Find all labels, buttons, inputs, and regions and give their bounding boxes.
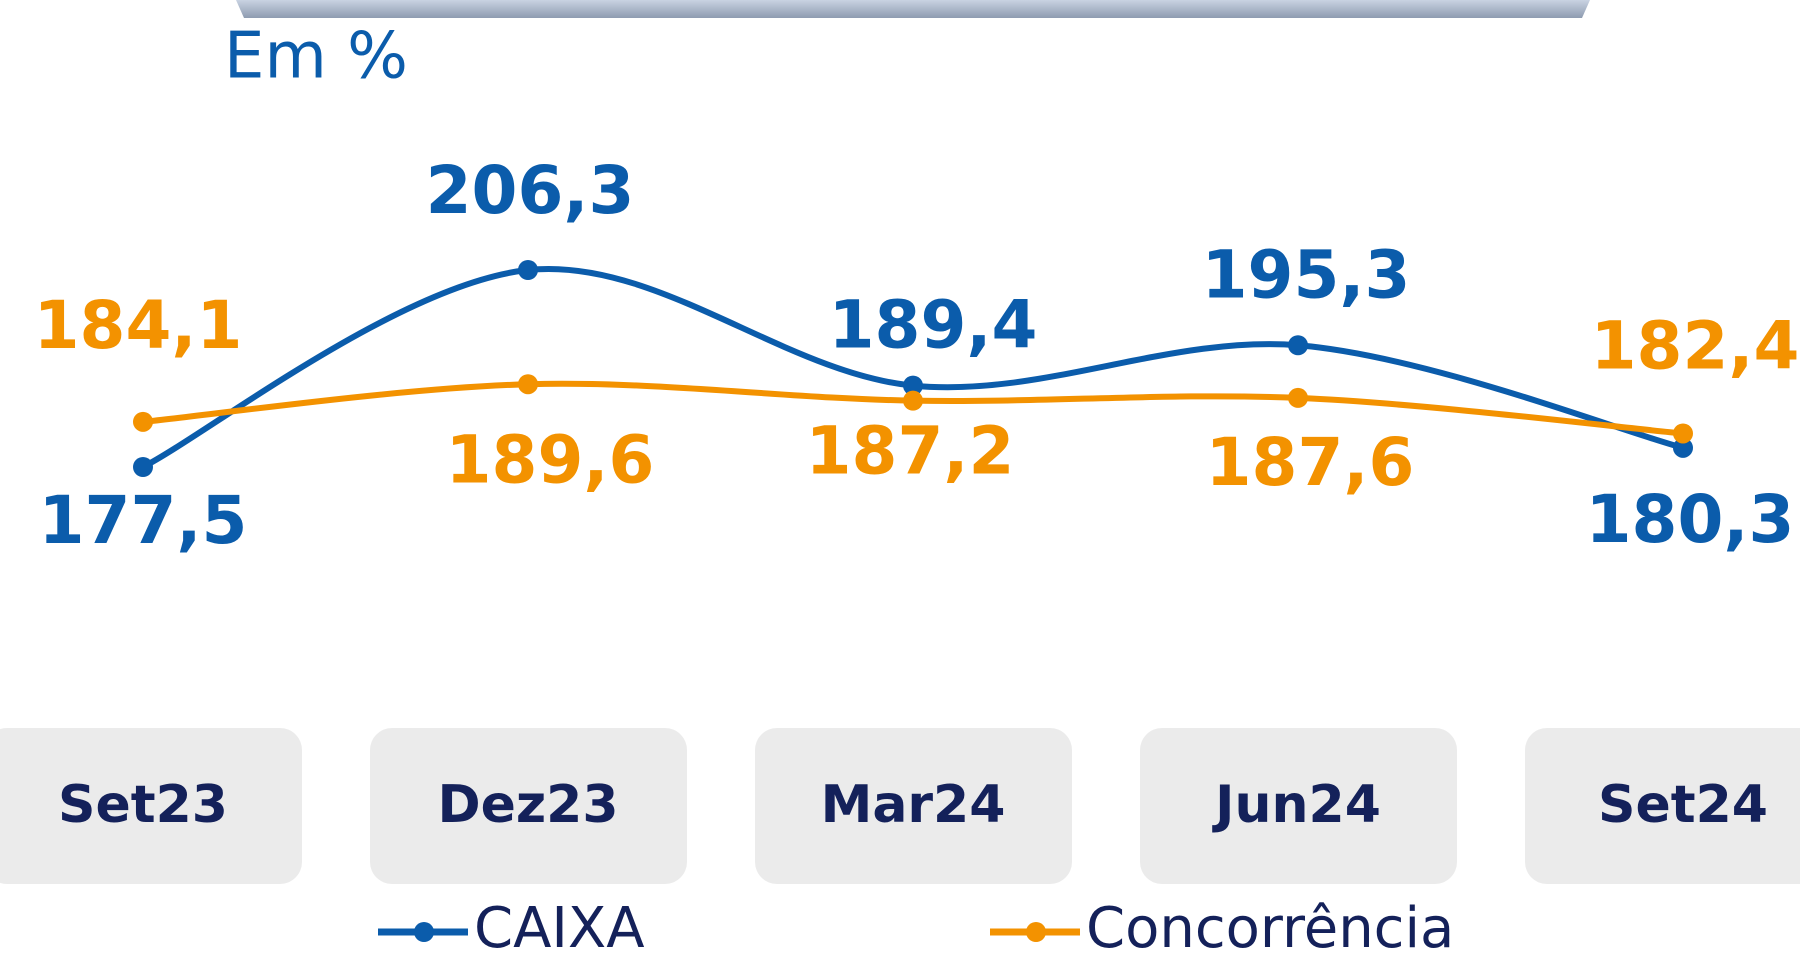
legend-label: Concorrência [1086,896,1454,960]
category-box [370,728,687,884]
legend-marker [1026,922,1046,942]
category-box [1525,728,1800,884]
category-box [0,728,302,884]
value-label: 182,4 [1591,308,1800,385]
chart-title: Em % [224,20,408,94]
value-label: 189,6 [446,421,655,498]
point [133,411,153,432]
value-label: 189,4 [829,287,1038,364]
value-label: 187,6 [1206,424,1415,501]
point [903,390,923,411]
value-label: 177,5 [39,482,248,559]
point [903,375,923,396]
category-label: Set23 [58,775,228,835]
category-box [755,728,1072,884]
category-label: Set24 [1598,775,1768,835]
category-label: Mar24 [821,775,1006,835]
point [518,374,538,395]
legend-label: CAIXA [474,896,645,960]
value-label: 180,3 [1586,481,1795,558]
point [1288,335,1308,356]
legend-marker [414,922,434,942]
value-label: 195,3 [1202,236,1411,313]
category-box [1140,728,1457,884]
category-label: Dez23 [437,775,618,835]
point [1673,437,1693,458]
point [133,457,153,477]
category-label: Jun24 [1212,775,1381,835]
point [1673,423,1693,444]
value-label: 184,1 [34,287,243,364]
point [1288,387,1308,408]
point [518,260,538,281]
value-label: 187,2 [806,413,1015,490]
value-label: 206,3 [426,152,635,229]
top-banner-edge [236,0,1590,18]
